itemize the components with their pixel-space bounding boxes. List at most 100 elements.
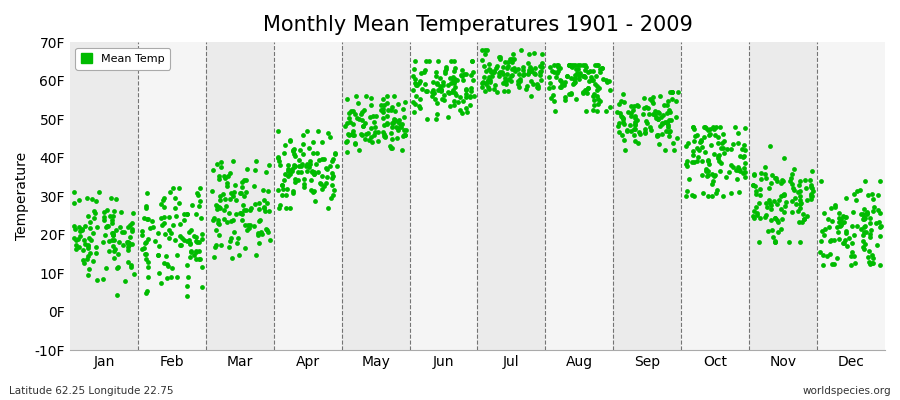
Point bbox=[749, 204, 763, 210]
Point bbox=[642, 111, 656, 117]
Point bbox=[833, 223, 848, 229]
Point bbox=[394, 124, 409, 130]
Point bbox=[686, 152, 700, 158]
Point bbox=[860, 211, 874, 218]
Point bbox=[122, 239, 137, 246]
Point bbox=[757, 164, 771, 170]
Point bbox=[542, 84, 556, 91]
Point bbox=[787, 165, 801, 172]
Point bbox=[602, 78, 616, 84]
Point bbox=[241, 225, 256, 232]
Point bbox=[467, 93, 482, 99]
Point bbox=[312, 180, 327, 186]
Point bbox=[278, 192, 293, 198]
Point bbox=[768, 215, 782, 221]
Point bbox=[665, 89, 680, 95]
Point bbox=[380, 93, 394, 99]
Point bbox=[637, 130, 652, 136]
Point bbox=[586, 93, 600, 99]
Point bbox=[651, 109, 665, 115]
Point bbox=[768, 215, 782, 222]
Point bbox=[711, 140, 725, 146]
Point bbox=[590, 96, 605, 102]
Point bbox=[123, 264, 138, 270]
Point bbox=[844, 262, 859, 269]
Point bbox=[661, 124, 675, 130]
Point bbox=[775, 216, 789, 222]
Point bbox=[345, 131, 359, 138]
Point bbox=[498, 78, 512, 84]
Point bbox=[140, 251, 154, 258]
Point bbox=[736, 152, 751, 159]
Point bbox=[847, 232, 861, 238]
Point bbox=[447, 68, 462, 74]
Point bbox=[497, 88, 511, 94]
Point bbox=[626, 132, 641, 138]
Point bbox=[422, 58, 436, 64]
Point bbox=[125, 227, 140, 234]
Point bbox=[111, 265, 125, 272]
Point bbox=[139, 239, 153, 245]
Point bbox=[285, 148, 300, 154]
Point bbox=[453, 106, 467, 113]
Point bbox=[306, 139, 320, 146]
Point bbox=[584, 74, 598, 80]
Point bbox=[758, 214, 772, 220]
Point bbox=[492, 54, 507, 60]
Point bbox=[562, 62, 576, 68]
Point bbox=[508, 68, 522, 74]
Point bbox=[685, 158, 699, 165]
Point bbox=[229, 211, 243, 217]
Point bbox=[773, 206, 788, 212]
Point bbox=[459, 94, 473, 100]
Point bbox=[217, 215, 231, 222]
Point bbox=[504, 55, 518, 62]
Point bbox=[139, 290, 153, 297]
Point bbox=[821, 216, 835, 222]
Point bbox=[213, 164, 228, 170]
Point bbox=[482, 66, 496, 72]
Point bbox=[429, 73, 444, 79]
Point bbox=[691, 147, 706, 154]
Point bbox=[339, 138, 354, 144]
Point bbox=[104, 217, 119, 224]
Point bbox=[703, 131, 717, 137]
Point bbox=[442, 89, 456, 96]
Point bbox=[638, 129, 652, 135]
Point bbox=[390, 135, 404, 141]
Point bbox=[747, 171, 761, 177]
Point bbox=[872, 233, 886, 240]
Point bbox=[446, 76, 460, 83]
Point bbox=[524, 66, 538, 72]
Point bbox=[845, 223, 859, 229]
Point bbox=[187, 252, 202, 258]
Point bbox=[568, 62, 582, 68]
Point bbox=[356, 123, 370, 130]
Point bbox=[733, 167, 747, 174]
Point bbox=[314, 173, 328, 179]
Point bbox=[170, 274, 184, 280]
Point bbox=[425, 89, 439, 96]
Point bbox=[154, 200, 168, 207]
Point bbox=[412, 96, 427, 102]
Point bbox=[765, 172, 779, 178]
Point bbox=[342, 110, 356, 116]
Point bbox=[614, 98, 628, 104]
Point bbox=[478, 47, 492, 53]
Point bbox=[238, 245, 252, 252]
Point bbox=[664, 117, 679, 124]
Point bbox=[860, 210, 875, 216]
Point bbox=[280, 186, 294, 192]
Point bbox=[769, 175, 783, 182]
Point bbox=[777, 192, 791, 198]
Point bbox=[283, 170, 297, 177]
Point bbox=[259, 169, 274, 175]
Point bbox=[793, 200, 807, 206]
Point bbox=[670, 135, 684, 142]
Point bbox=[724, 162, 738, 168]
Point bbox=[750, 210, 764, 217]
Point bbox=[253, 216, 267, 223]
Point bbox=[749, 191, 763, 197]
Point bbox=[303, 161, 318, 168]
Point bbox=[220, 218, 234, 225]
